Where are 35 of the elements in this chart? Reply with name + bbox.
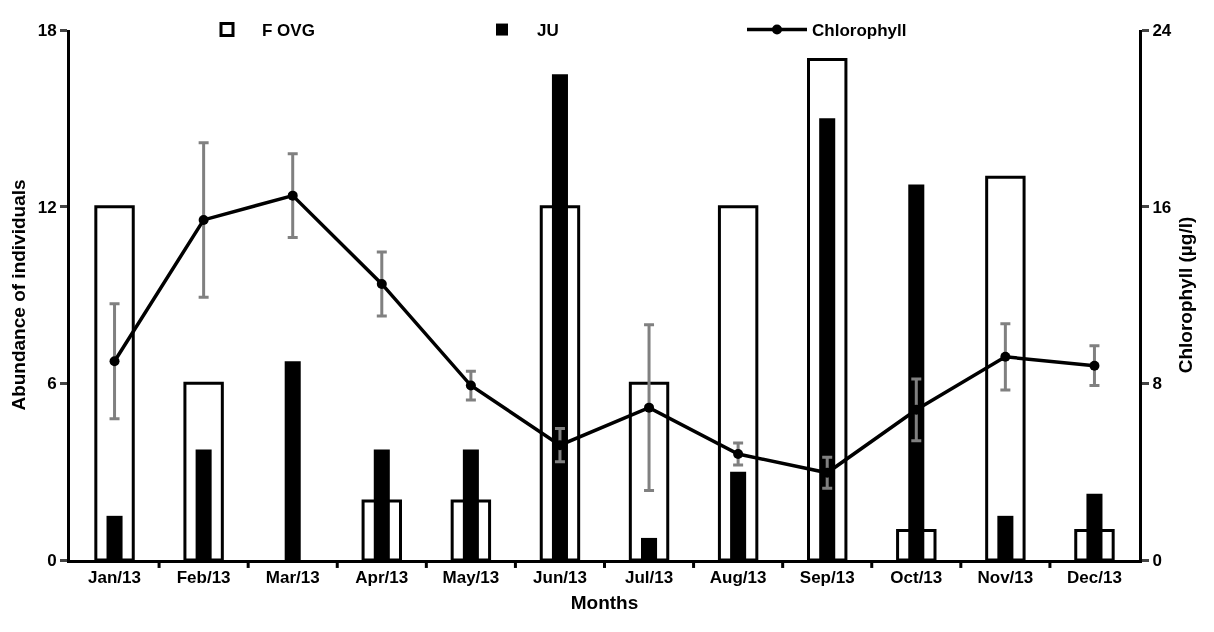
x-tick-label: Dec/13: [1067, 568, 1122, 588]
y-tick-label: 12: [37, 197, 57, 217]
x-tick-label: Apr/13: [355, 568, 409, 588]
point: [1089, 360, 1100, 371]
x-tick-label: Jan/13: [88, 568, 142, 588]
x-axis-title: Months: [570, 592, 639, 614]
x-tick-label: Sep/13: [799, 568, 855, 588]
y2-tick-label: 16: [1152, 197, 1172, 217]
y2-tick-label: 24: [1152, 20, 1172, 40]
y-axis-title: Abundance of individuals: [7, 179, 29, 411]
point: [198, 214, 209, 225]
x-tick-label: Mar/13: [265, 568, 320, 588]
point: [465, 380, 476, 391]
y-tick-label: 0: [47, 550, 57, 570]
point: [733, 449, 744, 459]
point: [644, 402, 655, 413]
y-tick-label: 18: [37, 20, 57, 40]
x-tick-label: Aug/13: [709, 568, 767, 588]
point: [287, 190, 298, 201]
x-tick-label: Feb/13: [176, 568, 231, 588]
legend-label: Chlorophyll: [812, 21, 907, 41]
y2-tick-label: 8: [1152, 374, 1162, 394]
y2-axis-title: Chlorophyll (µg/l): [1174, 216, 1196, 374]
x-tick-label: Jul/13: [624, 568, 674, 588]
y2-tick-label: 0: [1152, 550, 1162, 570]
legend-label: JU: [537, 21, 559, 41]
x-tick-label: Oct/13: [890, 568, 943, 588]
x-tick-label: Jun/13: [533, 568, 587, 588]
point: [376, 278, 387, 289]
y-tick-label: 6: [47, 374, 57, 394]
point: [109, 356, 120, 367]
x-tick-label: Nov/13: [977, 568, 1034, 588]
point: [1000, 351, 1011, 362]
legend-label: F OVG: [262, 21, 315, 41]
x-tick-label: May/13: [442, 568, 500, 588]
